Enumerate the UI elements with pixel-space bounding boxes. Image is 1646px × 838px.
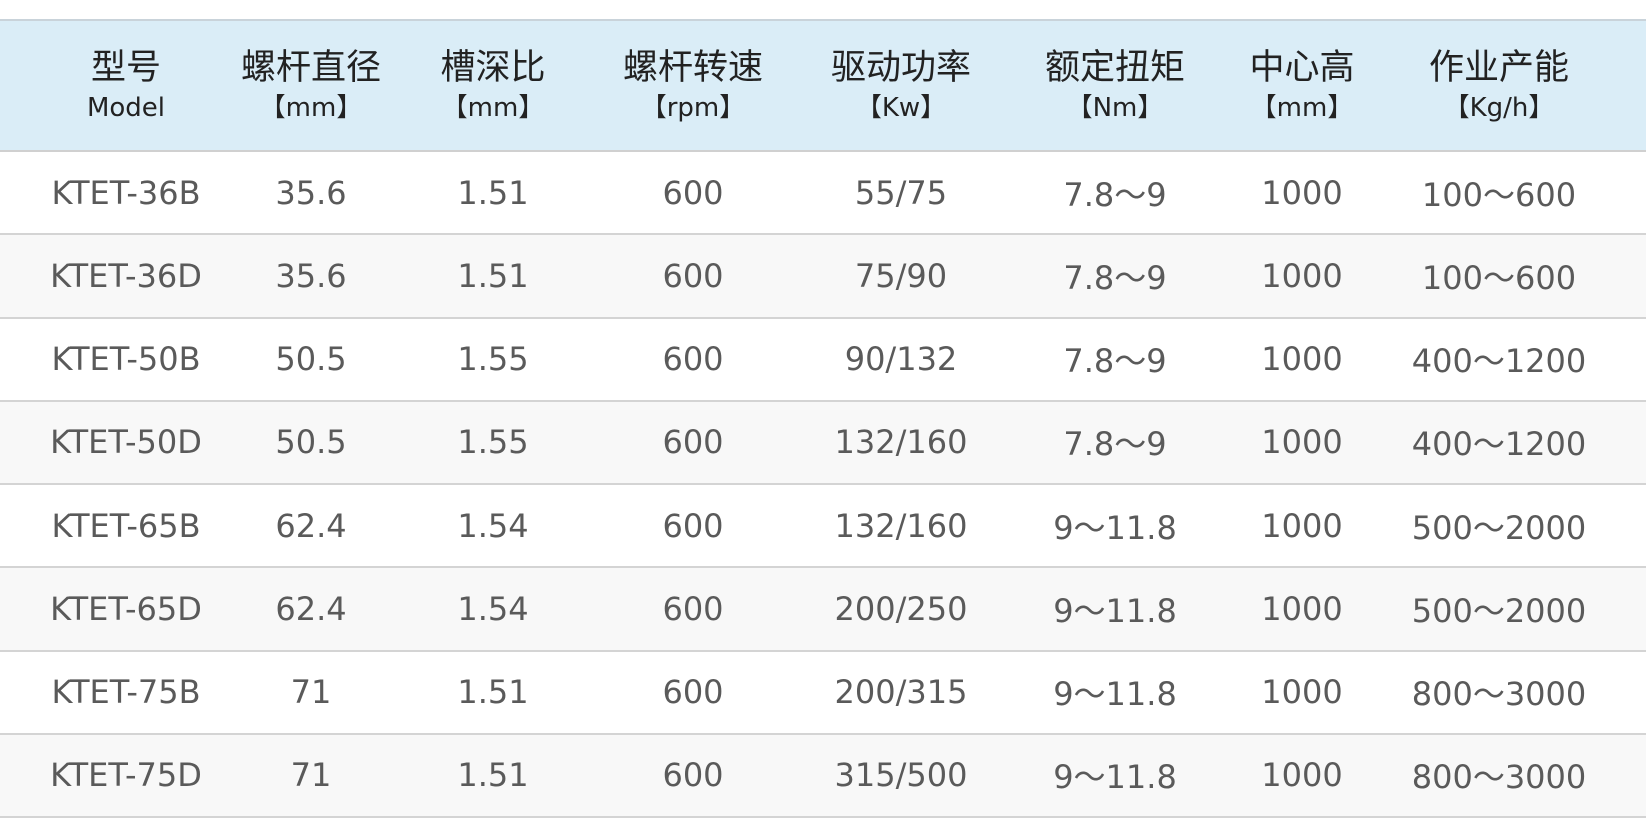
table-row: KTET-75D 71 1.51 600 315/500 9～11.8 1000 800～30… xyxy=(0,734,1646,818)
cell-groove-depth-ratio: 1.54 xyxy=(457,506,529,545)
table-header: 型号 Model 螺杆直径 【mm】 槽深比 【mm】 螺杆转速 【rpm】 驱动功率 【Kw】额… xyxy=(0,19,1646,152)
header-center-height: 中心高【mm】 xyxy=(1192,21,1412,150)
cell-screw-speed: 600 xyxy=(662,756,724,795)
cell-groove-depth-ratio: 1.55 xyxy=(457,340,529,379)
table-row: KTET-36B 35.6 1.51 600 55/75 7.8～9 1000 100～600 xyxy=(0,152,1646,236)
table-body: KTET-36B 35.6 1.51 600 55/75 7.8～9 1000 100～600… xyxy=(0,152,1646,818)
cell-center-height: 1000 xyxy=(1261,173,1343,212)
cell-capacity: 800～3000 xyxy=(1411,675,1587,714)
table-row: KTET-36D 35.6 1.51 600 75/90 7.8～9 1000 100～600 xyxy=(0,235,1646,319)
header-unit: 【Nm】 xyxy=(1066,92,1164,123)
cell-model: KTET-65B xyxy=(51,506,201,545)
cell-rated-torque: 9～11.8 xyxy=(1053,508,1177,547)
cell-screw-speed: 600 xyxy=(662,673,724,712)
cell-screw-diameter: 71 xyxy=(290,756,332,795)
header-title: 额定扭矩 xyxy=(1044,47,1185,88)
cell-rated-torque: 7.8～9 xyxy=(1063,258,1167,297)
cell-center-height: 1000 xyxy=(1261,589,1343,628)
cell-model: KTET-50B xyxy=(51,340,201,379)
table-row: KTET-65D 62.4 1.54 600 200/250 9～11.8 1000 500～… xyxy=(0,568,1646,652)
cell-screw-diameter: 71 xyxy=(290,673,332,712)
cell-screw-speed: 600 xyxy=(662,506,724,545)
cell-groove-depth-ratio: 1.51 xyxy=(457,173,529,212)
cell-screw-diameter: 50.5 xyxy=(275,340,347,379)
cell-rated-torque: 7.8～9 xyxy=(1063,342,1167,381)
cell-center-height: 1000 xyxy=(1261,756,1343,795)
header-rated-torque: 额定扭矩【Nm】 xyxy=(1005,21,1225,150)
cell-screw-speed: 600 xyxy=(662,173,724,212)
cell-center-height: 1000 xyxy=(1261,423,1343,462)
header-unit: 【mm】 xyxy=(441,92,545,123)
spec-table: 型号 Model 螺杆直径 【mm】 槽深比 【mm】 螺杆转速 【rpm】 驱动功率 【Kw】额… xyxy=(0,19,1646,818)
cell-screw-speed: 600 xyxy=(662,423,724,462)
cell-capacity: 400～1200 xyxy=(1411,425,1587,464)
header-drive-power: 驱动功率【Kw】 xyxy=(791,21,1011,150)
cell-center-height: 1000 xyxy=(1261,506,1343,545)
cell-screw-diameter: 35.6 xyxy=(275,256,347,295)
header-screw-speed: 螺杆转速【rpm】 xyxy=(583,21,803,150)
header-title: 中心高 xyxy=(1249,47,1355,88)
table-row: KTET-50B 50.5 1.55 600 90/132 7.8～9 1000 400～12… xyxy=(0,319,1646,402)
header-model: 型号 Model xyxy=(16,21,236,150)
header-capacity: 作业产能【Kg/h】 xyxy=(1389,21,1609,150)
cell-rated-torque: 9～11.8 xyxy=(1053,758,1177,797)
cell-model: KTET-36B xyxy=(51,173,201,212)
cell-model: KTET-36D xyxy=(50,256,202,295)
header-screw-diameter: 螺杆直径【mm】 xyxy=(201,21,421,150)
header-title: 型号 xyxy=(90,47,161,88)
cell-screw-speed: 600 xyxy=(662,340,724,379)
header-unit: 【Kw】 xyxy=(855,92,947,123)
cell-drive-power: 132/160 xyxy=(834,423,968,462)
cell-center-height: 1000 xyxy=(1261,256,1343,295)
cell-drive-power: 90/132 xyxy=(844,340,958,379)
cell-center-height: 1000 xyxy=(1261,673,1343,712)
cell-drive-power: 132/160 xyxy=(834,506,968,545)
cell-capacity: 400～1200 xyxy=(1411,342,1587,381)
cell-capacity: 800～3000 xyxy=(1411,758,1587,797)
cell-groove-depth-ratio: 1.51 xyxy=(457,673,529,712)
header-unit: Model xyxy=(86,92,166,123)
cell-capacity: 100～600 xyxy=(1421,258,1577,297)
header-title: 螺杆直径 xyxy=(240,47,381,88)
table-row: KTET-50D 50.5 1.55 600 132/160 7.8～9 1000 400～1… xyxy=(0,401,1646,485)
cell-drive-power: 200/315 xyxy=(834,673,968,712)
cell-drive-power: 200/250 xyxy=(834,589,968,628)
cell-drive-power: 75/90 xyxy=(854,256,948,295)
cell-screw-speed: 600 xyxy=(662,256,724,295)
cell-screw-speed: 600 xyxy=(662,589,724,628)
cell-capacity: 100～600 xyxy=(1421,175,1577,214)
header-title: 作业产能 xyxy=(1428,47,1569,88)
cell-model: KTET-65D xyxy=(50,589,202,628)
cell-model: KTET-75B xyxy=(51,673,201,712)
cell-rated-torque: 9～11.8 xyxy=(1053,591,1177,630)
header-unit: 【mm】 xyxy=(259,92,363,123)
header-unit: 【rpm】 xyxy=(640,92,746,123)
header-unit: 【mm】 xyxy=(1250,92,1354,123)
cell-screw-diameter: 62.4 xyxy=(275,589,347,628)
cell-rated-torque: 7.8～9 xyxy=(1063,175,1167,214)
cell-model: KTET-75D xyxy=(50,756,202,795)
cell-groove-depth-ratio: 1.55 xyxy=(457,423,529,462)
cell-screw-diameter: 50.5 xyxy=(275,423,347,462)
cell-groove-depth-ratio: 1.51 xyxy=(457,256,529,295)
cell-model: KTET-50D xyxy=(50,423,202,462)
header-title: 驱动功率 xyxy=(830,47,971,88)
cell-drive-power: 55/75 xyxy=(854,173,948,212)
cell-screw-diameter: 62.4 xyxy=(275,506,347,545)
table-row: KTET-75B 71 1.51 600 200/315 9～11.8 1000 800～30… xyxy=(0,652,1646,735)
cell-capacity: 500～2000 xyxy=(1411,508,1587,547)
table-row: KTET-65B 62.4 1.54 600 132/160 9～11.8 1000 500～… xyxy=(0,485,1646,569)
cell-groove-depth-ratio: 1.54 xyxy=(457,589,529,628)
cell-rated-torque: 7.8～9 xyxy=(1063,425,1167,464)
cell-drive-power: 315/500 xyxy=(834,756,968,795)
cell-screw-diameter: 35.6 xyxy=(275,173,347,212)
header-groove-depth-ratio: 槽深比【mm】 xyxy=(383,21,603,150)
cell-rated-torque: 9～11.8 xyxy=(1053,675,1177,714)
cell-groove-depth-ratio: 1.51 xyxy=(457,756,529,795)
header-unit: 【Kg/h】 xyxy=(1443,92,1555,123)
header-title: 槽深比 xyxy=(440,47,546,88)
cell-center-height: 1000 xyxy=(1261,340,1343,379)
header-title: 螺杆转速 xyxy=(622,47,763,88)
cell-capacity: 500～2000 xyxy=(1411,591,1587,630)
